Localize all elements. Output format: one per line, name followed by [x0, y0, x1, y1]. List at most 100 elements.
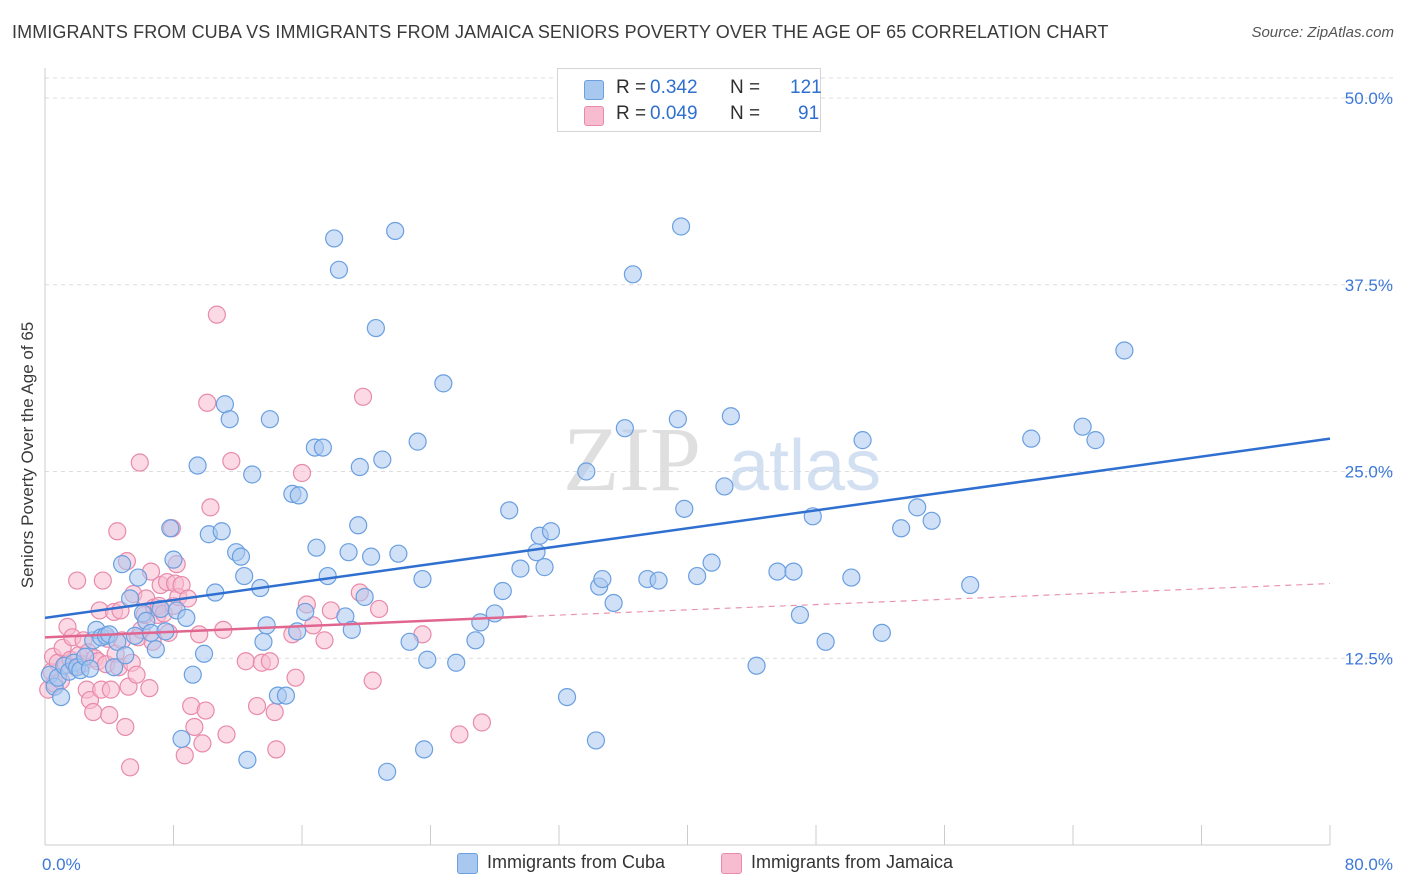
cuba-point	[355, 587, 374, 607]
y-axis-label: Seniors Poverty Over the Age of 65	[18, 322, 37, 588]
cuba-point	[366, 318, 385, 338]
chart-title: IMMIGRANTS FROM CUBA VS IMMIGRANTS FROM …	[12, 22, 1109, 42]
legend-r-value: 0.342	[650, 77, 698, 98]
bottom-legend: Immigrants from Cuba Immigrants from Jam…	[0, 852, 1406, 876]
cuba-point	[386, 221, 405, 241]
jamaica-point	[260, 652, 279, 671]
trend-layer	[44, 437, 1331, 639]
jamaica-point	[222, 451, 241, 471]
cuba-point	[164, 550, 183, 569]
source-label: Source: ZipAtlas.com	[1251, 24, 1394, 41]
cuba-point	[238, 750, 257, 769]
cuba-point	[276, 686, 296, 705]
legend-r-label: R =	[616, 77, 647, 98]
cuba-point	[671, 217, 691, 236]
jamaica-point	[121, 758, 140, 777]
cuba-point	[414, 740, 434, 759]
cuba-point	[466, 631, 485, 650]
cuba-point	[872, 623, 891, 642]
jamaica-point	[265, 702, 284, 722]
legend-n-value: 121	[790, 77, 822, 98]
axis-layer: 12.5% 25.0% 37.5% 50.0% 0.0% 80.0%	[42, 68, 1393, 874]
cuba-point	[853, 431, 872, 450]
legend-swatch-jamaica	[584, 106, 604, 126]
jamaica-point	[127, 665, 146, 684]
jamaica-point	[236, 652, 255, 671]
cuba-point	[586, 731, 606, 750]
cuba-point	[254, 632, 273, 651]
cuba-point	[408, 432, 427, 451]
legend-n-label: N =	[730, 77, 761, 98]
cuba-point	[768, 562, 787, 581]
jamaica-point	[450, 725, 469, 744]
cuba-point	[194, 644, 214, 663]
cuba-point	[235, 566, 254, 586]
cuba-point	[329, 260, 349, 279]
cuba-point	[615, 419, 634, 438]
cuba-point	[177, 608, 196, 628]
y-tick-label: 25.0%	[1345, 463, 1393, 482]
cuba-point	[688, 566, 707, 586]
cuba-point	[231, 547, 251, 566]
bottom-legend-label-jamaica: Immigrants from Jamaica	[751, 852, 954, 872]
cuba-point	[557, 687, 577, 707]
cuba-point	[188, 456, 207, 475]
jamaica-point	[292, 463, 312, 483]
cuba-point	[922, 511, 941, 530]
cuba-point	[172, 729, 191, 749]
jamaica-point	[370, 599, 389, 619]
cuba-point	[183, 665, 202, 684]
bottom-legend-swatch-cuba	[457, 853, 478, 874]
jamaica-point	[193, 734, 212, 753]
jamaica-point	[130, 453, 149, 472]
cuba-point	[339, 543, 358, 562]
jamaica-point	[196, 701, 215, 720]
cuba-point	[400, 632, 419, 651]
cuba-point	[146, 640, 165, 659]
cuba-point	[747, 656, 766, 675]
cuba-point	[892, 519, 911, 538]
cuba-point	[715, 477, 734, 496]
cuba-point	[493, 581, 512, 601]
y-tick-label: 37.5%	[1345, 276, 1393, 295]
jamaica-point	[201, 498, 220, 517]
jamaica-point	[185, 717, 204, 737]
x-tick-label: 0.0%	[42, 855, 81, 874]
jamaica-point	[363, 671, 382, 690]
legend-n-value: 91	[798, 103, 820, 124]
cuba-point	[527, 543, 546, 562]
cuba-point	[511, 559, 530, 578]
cuba-point	[485, 604, 504, 623]
cuba-point	[961, 575, 980, 595]
cuba-point	[243, 465, 262, 484]
cuba-point	[447, 653, 466, 672]
jamaica-point	[267, 740, 286, 759]
jamaica-trend-line	[44, 615, 527, 639]
cuba-points	[40, 217, 1134, 781]
cuba-point	[389, 544, 408, 563]
jamaica-point	[472, 713, 491, 732]
cuba-point	[577, 462, 596, 481]
cuba-point	[325, 229, 344, 248]
cuba-point	[668, 410, 687, 429]
cuba-point	[1073, 417, 1092, 436]
cuba-point	[816, 632, 835, 651]
cuba-point	[675, 499, 694, 518]
legend-swatch-cuba	[584, 80, 604, 100]
cuba-point	[296, 602, 315, 622]
cuba-point	[112, 555, 132, 574]
legend-r-label: R =	[616, 103, 647, 124]
cuba-point	[418, 650, 437, 669]
jamaica-point	[101, 680, 120, 699]
cuba-point	[104, 658, 124, 677]
cuba-point	[289, 486, 308, 505]
cuba-point	[350, 457, 369, 477]
cuba-point	[721, 407, 740, 426]
cuba-point	[593, 569, 612, 589]
cuba-point	[313, 438, 332, 457]
cuba-point	[80, 659, 100, 678]
cuba-point	[125, 626, 145, 645]
cuba-point	[535, 558, 554, 577]
jamaica-point	[116, 717, 135, 737]
